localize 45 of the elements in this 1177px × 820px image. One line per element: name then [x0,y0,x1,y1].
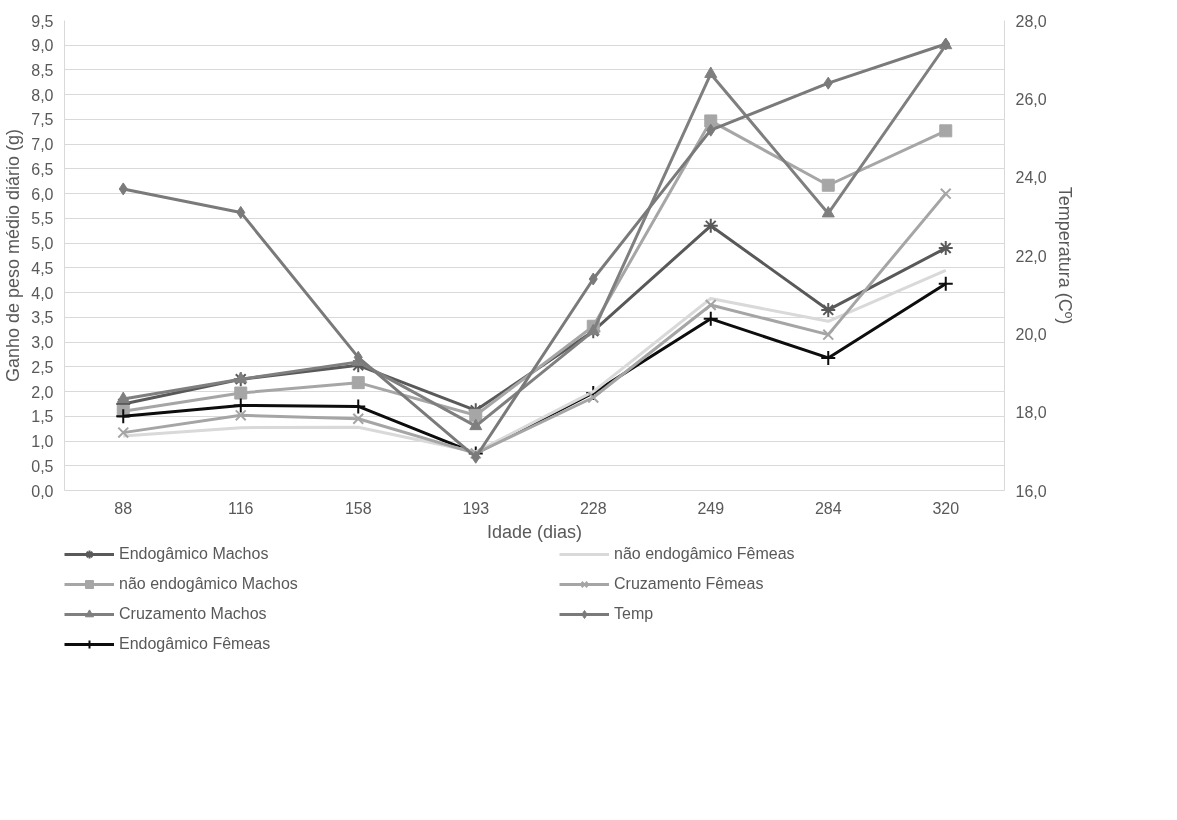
y2-axis-title: Temperatura (Cº) [1054,186,1075,325]
y-tick-label: 3,5 [31,309,54,327]
y-tick-label: 6,5 [31,160,54,178]
x-tick-label: 193 [462,499,490,517]
legend-label: Temp [614,605,655,623]
y-tick-label: 0,5 [31,457,54,475]
y2-tick-label: 22,0 [1015,247,1047,265]
y-tick-label: 8,5 [31,61,54,79]
legend-label: não endogâmico Fêmeas [614,545,796,563]
legend-label: Cruzamento Fêmeas [614,575,765,593]
y-tick-label: 9,0 [31,37,54,55]
y-tick-label: 2,0 [31,383,54,401]
legend-label: não endogâmico Machos [119,575,299,593]
y-tick-label: 5,0 [31,235,54,253]
y-tick-label: 0,0 [31,482,54,500]
y2-tick-label: 18,0 [1015,404,1047,422]
y-tick-label: 2,5 [31,358,54,376]
y-tick-label: 1,5 [31,408,54,426]
y-axis-title: Ganho de peso médio diário (g) [3,128,24,383]
legend-label: Endogâmico Machos [119,545,270,563]
x-axis-title: Idade (dias) [486,521,583,542]
y-tick-label: 3,0 [31,334,54,352]
y2-tick-label: 16,0 [1015,482,1047,500]
legend-label: Cruzamento Machos [119,605,268,623]
y-tick-label: 4,5 [31,259,54,277]
y-tick-label: 7,5 [31,111,54,129]
x-tick-label: 116 [228,499,254,517]
y-tick-label: 8,0 [31,86,54,104]
x-tick-label: 249 [697,499,725,517]
x-tick-label: 228 [579,499,607,517]
x-tick-label: 158 [344,499,372,517]
y-tick-label: 4,0 [31,284,54,302]
y-tick-label: 6,0 [31,185,54,203]
y2-tick-label: 28,0 [1015,12,1047,30]
y2-tick-label: 24,0 [1015,169,1047,187]
y2-tick-label: 20,0 [1015,325,1047,343]
y2-tick-label: 26,0 [1015,90,1047,108]
legend-label: Endogâmico Fêmeas [119,635,272,653]
y-tick-label: 9,5 [31,12,54,30]
x-tick-label: 320 [932,499,960,517]
y-tick-label: 5,5 [31,210,54,228]
y-tick-label: 7,0 [31,136,54,154]
x-tick-label: 284 [814,499,842,517]
x-tick-label: 88 [114,499,133,517]
y-tick-label: 1,0 [31,433,54,451]
